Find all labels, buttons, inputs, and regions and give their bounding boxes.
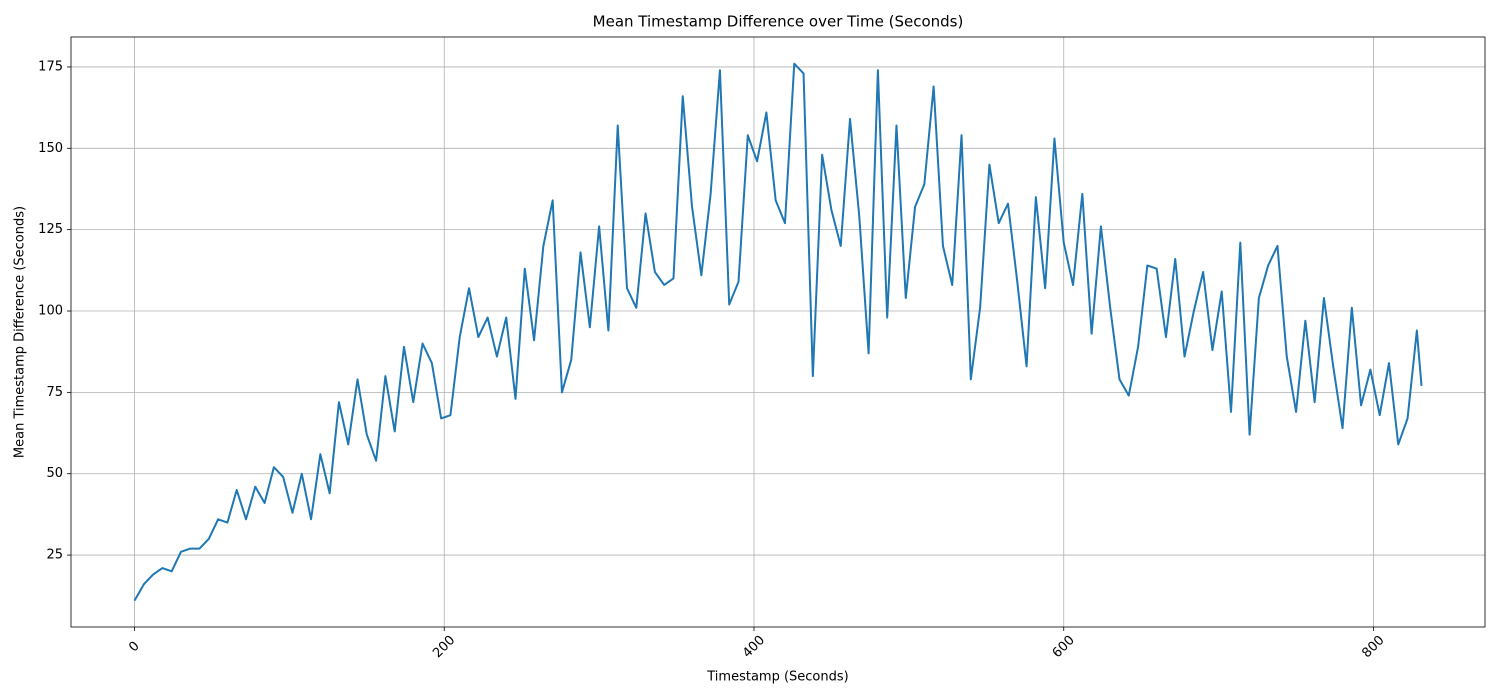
y-tick-label: 100 <box>38 304 63 319</box>
y-tick-label: 175 <box>38 59 63 74</box>
x-tick-label: 600 <box>1050 633 1078 661</box>
y-tick-label: 150 <box>38 141 63 156</box>
plot-frame <box>70 36 1486 628</box>
chart-title: Mean Timestamp Difference over Time (Sec… <box>593 13 964 31</box>
y-tick-label: 75 <box>46 385 63 400</box>
x-tick-label: 400 <box>740 633 768 661</box>
x-axis-label: Timestamp (Seconds) <box>706 670 848 685</box>
x-tick-label: 200 <box>430 633 458 661</box>
x-tick-label: 800 <box>1359 633 1387 661</box>
x-tick-label: 0 <box>126 639 142 655</box>
y-axis-label: Mean Timestamp Difference (Seconds) <box>13 206 28 458</box>
y-tick-label: 125 <box>38 222 63 237</box>
data-line <box>133 62 1423 602</box>
y-tick-label: 50 <box>46 466 63 481</box>
y-tick-label: 25 <box>46 548 63 563</box>
